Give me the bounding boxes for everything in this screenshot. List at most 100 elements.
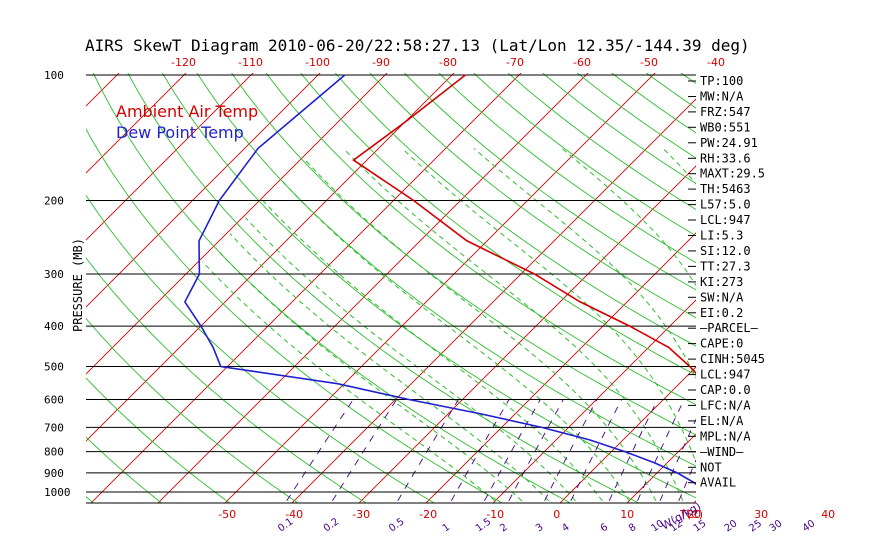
dry-adiabat-line bbox=[196, 73, 696, 467]
mixing-ratio-label: 4 bbox=[560, 522, 572, 535]
dry-adiabat-line bbox=[438, 73, 696, 264]
dry-adiabat-line bbox=[231, 73, 696, 436]
dry-adiabat-line bbox=[86, 377, 231, 503]
dry-adiabat-line bbox=[86, 257, 367, 503]
dry-adiabat-line bbox=[759, 56, 870, 506]
stability-index-label: SI:12.0 bbox=[700, 244, 751, 258]
top-temp-tick-label: -90 bbox=[372, 56, 390, 69]
bottom-temp-tick-label: -40 bbox=[285, 508, 303, 521]
isotherm-line bbox=[492, 299, 696, 503]
bottom-temp-tick-label: 10 bbox=[620, 508, 634, 521]
bottom-temp-tick-label: -10 bbox=[486, 508, 504, 521]
stability-index-label: MAXT:29.5 bbox=[700, 167, 765, 181]
mixing-ratio-line bbox=[778, 400, 815, 501]
bottom-temperature-ticks: -50 -40 -30 -20 -10 0 10 20 30 40 bbox=[218, 508, 835, 521]
isotherm-lines bbox=[0, 56, 870, 506]
moist-adiabat-line bbox=[201, 261, 496, 502]
pressure-tick-label: 600 bbox=[44, 394, 64, 407]
stability-index-label: WB0:551 bbox=[700, 120, 751, 134]
bottom-temp-tick-label: -30 bbox=[352, 508, 370, 521]
isotherm-line bbox=[86, 73, 388, 375]
dry-adiabat-line bbox=[86, 317, 299, 503]
isotherm-line bbox=[825, 56, 870, 506]
mixing-ratio-label: 20 bbox=[723, 518, 740, 534]
dry-adiabat-line bbox=[860, 56, 870, 506]
dry-adiabat-line bbox=[403, 73, 696, 291]
mixing-ratio-line bbox=[608, 399, 659, 501]
pressure-tick-labels: 100 200 300 400 500 600 700 800 900 1000 bbox=[44, 69, 71, 499]
dry-adiabat-line bbox=[680, 73, 696, 85]
dew-point-temp-line bbox=[183, 74, 696, 486]
stability-index-label: TH:5463 bbox=[700, 182, 751, 196]
top-temp-tick-label: -100 bbox=[305, 56, 330, 69]
stability-index-label: AVAIL bbox=[700, 476, 736, 490]
isotherm-line bbox=[90, 73, 522, 503]
mixing-ratio-line bbox=[678, 459, 696, 501]
mixing-ratio-line bbox=[659, 418, 696, 501]
top-temp-tick-label: -70 bbox=[506, 56, 524, 69]
bottom-temp-tick-label: 20 bbox=[687, 508, 701, 521]
bottom-temp-tick-label: 0 bbox=[553, 508, 560, 521]
mixing-ratio-label: 6 bbox=[599, 522, 611, 535]
top-temp-tick-label: -120 bbox=[171, 56, 196, 69]
stability-index-label: EL:N/A bbox=[700, 414, 744, 428]
isotherm-line bbox=[224, 73, 656, 503]
isotherm-line bbox=[0, 56, 2, 506]
mixing-ratio-line bbox=[570, 399, 622, 502]
mixing-ratio-label: 40 bbox=[801, 518, 818, 534]
stability-index-label: LCL:947 bbox=[700, 368, 751, 382]
moist-adiabat-line bbox=[304, 159, 657, 502]
moist-adiabat-line bbox=[215, 247, 523, 502]
stability-index-label: LCL:947 bbox=[700, 213, 751, 227]
top-temp-tick-label: -60 bbox=[573, 56, 591, 69]
stability-index-label: FRZ:547 bbox=[700, 105, 751, 119]
top-temp-tick-label: -50 bbox=[640, 56, 658, 69]
mixing-ratio-label: 2 bbox=[498, 522, 510, 535]
dry-adiabat-line bbox=[161, 73, 696, 499]
stability-index-label: CAPE:0 bbox=[700, 337, 743, 351]
stability-index-label: TT:27.3 bbox=[700, 259, 751, 273]
stability-index-label: NOT bbox=[700, 460, 722, 474]
mixing-ratio-line bbox=[397, 399, 459, 502]
isotherm-line bbox=[425, 232, 696, 503]
chart-title: AIRS SkewT Diagram 2010-06-20/22:58:27.1… bbox=[85, 36, 750, 55]
pressure-tick-label: 300 bbox=[44, 268, 64, 281]
mixing-ratio-line bbox=[450, 399, 510, 502]
bottom-temp-unit: T(C) bbox=[679, 508, 703, 521]
mixing-ratio-label: 0.2 bbox=[322, 516, 341, 534]
stability-index-label: PW:24.91 bbox=[700, 136, 758, 150]
stability-index-label: TP:100 bbox=[700, 74, 743, 88]
bottom-temp-tick-label: -20 bbox=[419, 508, 437, 521]
stability-index-label: —WIND— bbox=[700, 445, 744, 459]
bottom-temp-tick-label: -50 bbox=[218, 508, 236, 521]
dry-adiabat-line bbox=[792, 56, 870, 506]
stability-index-label: CINH:5045 bbox=[700, 352, 765, 366]
stability-index-label: LFC:N/A bbox=[700, 398, 751, 412]
stability-index-label: —PARCEL— bbox=[700, 321, 759, 335]
mixing-ratio-line bbox=[332, 399, 397, 502]
legend-ambient-air-temp: Ambient Air Temp bbox=[116, 102, 258, 121]
stability-index-label: MW:N/A bbox=[700, 90, 744, 104]
stability-index-label: SW:N/A bbox=[700, 290, 744, 304]
dry-adiabat-line bbox=[542, 73, 696, 185]
mixing-ratio-label: 8 bbox=[627, 522, 639, 535]
ambient-air-temp-line bbox=[352, 74, 696, 375]
dry-adiabat-line bbox=[334, 73, 696, 347]
pressure-tick-label: 700 bbox=[44, 421, 64, 434]
dry-adiabat-line bbox=[265, 73, 696, 406]
moist-adiabat-line bbox=[262, 200, 603, 502]
isotherm-line bbox=[86, 73, 455, 442]
dry-adiabat-line bbox=[127, 73, 640, 503]
pressure-tick-label: 500 bbox=[44, 361, 64, 374]
isobar-lines bbox=[86, 74, 696, 493]
top-temp-tick-label: -110 bbox=[238, 56, 263, 69]
isotherm-line bbox=[86, 73, 187, 174]
y-axis-label: PRESSURE (MB) bbox=[71, 238, 85, 332]
dry-adiabat-line bbox=[86, 436, 163, 503]
isotherm-line bbox=[559, 366, 696, 503]
dry-adiabat-line bbox=[300, 73, 696, 376]
mixing-ratio-line bbox=[544, 399, 598, 501]
top-temperature-ticks: -120 -110 -100 -90 -80 -70 -60 -50 -40 bbox=[171, 56, 725, 69]
